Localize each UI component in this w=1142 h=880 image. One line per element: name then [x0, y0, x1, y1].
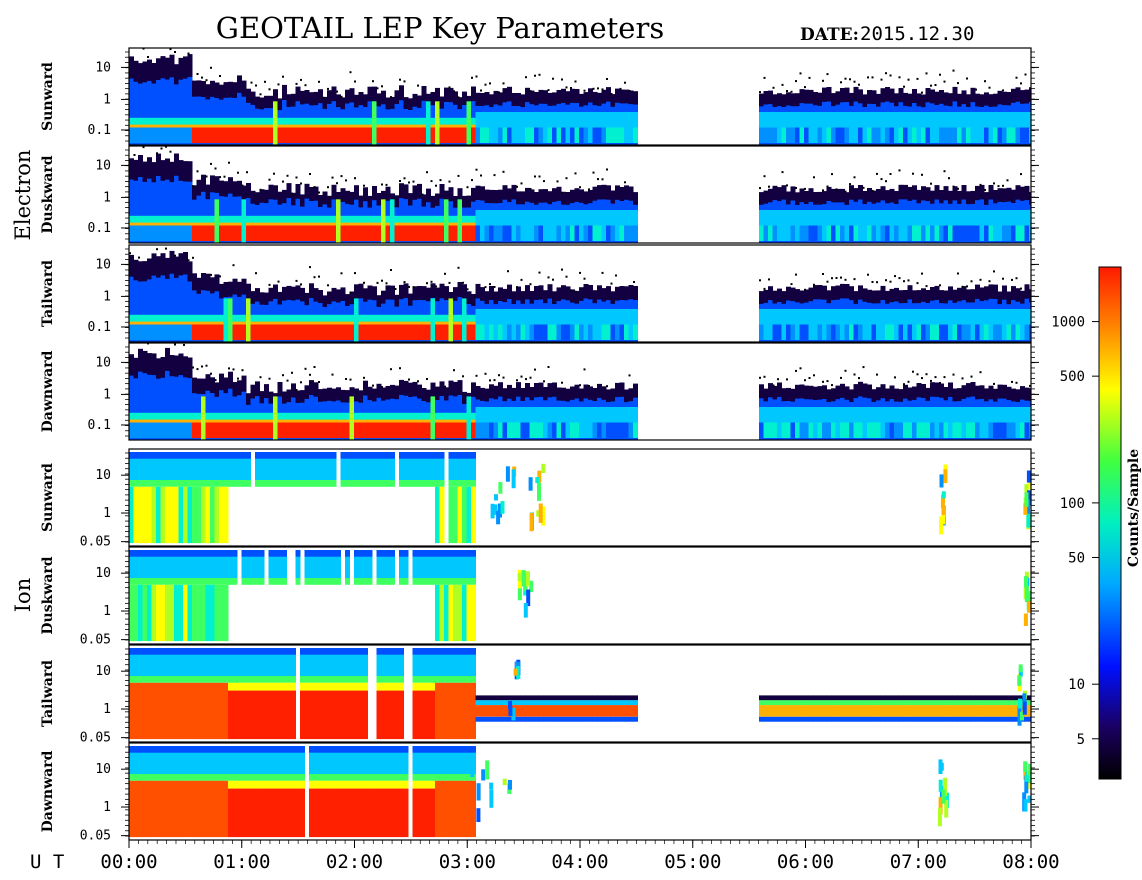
y-tick-label: 0.1	[88, 221, 111, 236]
y-tick-label: 10	[95, 158, 111, 173]
y-tick-label: 1	[103, 289, 111, 304]
colorbar-tick-label: 5	[1077, 732, 1085, 748]
panel-frame	[128, 342, 1032, 441]
spectrogram-image	[129, 648, 1031, 740]
x-tick-label: 06:00	[777, 851, 834, 873]
panel-frame	[128, 47, 1032, 146]
x-tick-label: 08:00	[1002, 851, 1059, 873]
y-tick-label: 1	[103, 506, 111, 521]
panel-label: Sunward	[40, 62, 56, 131]
panel-frame	[128, 644, 1032, 743]
spectrogram-panels: Sunward 10 1 0.1 Duskward 10 1 0.1 Tailward 10 1 0.…	[40, 47, 1039, 844]
panel-label: Dawnward	[40, 750, 56, 832]
y-tick-label: 10	[95, 355, 111, 370]
colorbar-tick-label: 50	[1068, 551, 1085, 567]
spectrogram-image	[129, 247, 1031, 342]
y-tick-label: 10	[95, 468, 111, 483]
panel-frame	[128, 546, 1032, 645]
panel-label: Tailward	[40, 260, 56, 327]
panel-frame	[128, 448, 1032, 547]
panel-label: Duskward	[40, 155, 56, 233]
spectrogram-image	[129, 343, 1031, 440]
panel-ion-sunward: Sunward 10 1 0.05	[40, 448, 1039, 550]
panel-ion-duskward: Duskward 10 1 0.05	[40, 546, 1039, 648]
x-tick-label: 01:00	[213, 851, 270, 873]
panel-frame	[128, 145, 1032, 244]
colorbar-tick-label: 100	[1060, 496, 1085, 512]
y-tick-label: 10	[95, 664, 111, 679]
colorbar-tick-label: 1000	[1051, 315, 1085, 331]
y-tick-label: 10	[95, 566, 111, 581]
y-tick-label: 0.1	[88, 418, 111, 433]
colorbar-label: Counts/Sample	[1126, 449, 1142, 567]
x-tick-label: 03:00	[439, 851, 496, 873]
x-tick-label: 05:00	[664, 851, 721, 873]
spectrogram-image	[129, 48, 1031, 145]
date-value: 2015.12.30	[860, 23, 974, 45]
spectrogram-image	[129, 746, 1031, 838]
panel-frame	[128, 244, 1032, 343]
chart-title: GEOTAIL LEP Key Parameters	[216, 11, 664, 45]
colorbar-gradient	[1098, 266, 1122, 780]
y-tick-label: 0.1	[88, 320, 111, 335]
panel-ion-dawnward: Dawnward 10 1 0.05	[40, 742, 1039, 844]
panel-electron-sunward: Sunward 10 1 0.1	[40, 47, 1039, 146]
colorbar: Counts/Sample 5 10 50 100 500 1000	[1051, 266, 1142, 780]
colorbar-tick-label: 10	[1068, 677, 1085, 693]
y-tick-label: 10	[95, 762, 111, 777]
date-label: DATE:	[800, 25, 859, 45]
time-axis-label: U T	[30, 851, 64, 873]
colorbar-tick-label: 500	[1060, 369, 1085, 385]
panel-electron-dawnward: Dawnward 10 1 0.1	[40, 342, 1039, 441]
spectrogram-image	[129, 146, 1031, 243]
y-tick-label: 0.05	[80, 829, 111, 844]
spectrogram-image	[129, 452, 1031, 544]
ion-group-label: Ion	[11, 578, 35, 612]
panel-label: Dawnward	[40, 350, 56, 432]
y-tick-label: 1	[103, 190, 111, 205]
time-axis: U T 00:00 01:00 02:00 03:00 04:00 05:00 06:00 0…	[30, 840, 1060, 873]
panel-electron-duskward: Duskward 10 1 0.1	[40, 145, 1039, 244]
spectrogram-image	[129, 550, 1031, 642]
y-tick-label: 0.05	[80, 535, 111, 550]
x-tick-label: 02:00	[326, 851, 383, 873]
x-tick-label: 00:00	[100, 851, 157, 873]
y-tick-label: 1	[103, 702, 111, 717]
y-tick-label: 1	[103, 604, 111, 619]
panel-label: Sunward	[40, 463, 56, 532]
panel-label: Tailward	[40, 660, 56, 727]
panel-ion-tailward: Tailward 10 1 0.05	[40, 644, 1039, 746]
y-tick-label: 1	[103, 92, 111, 107]
y-tick-label: 0.1	[88, 123, 111, 138]
panel-label: Duskward	[40, 556, 56, 634]
electron-group-label: Electron	[11, 150, 35, 241]
y-tick-label: 10	[95, 257, 111, 272]
y-tick-label: 1	[103, 387, 111, 402]
y-tick-label: 10	[95, 60, 111, 75]
y-tick-label: 1	[103, 800, 111, 815]
panel-electron-tailward: Tailward 10 1 0.1	[40, 244, 1039, 343]
x-tick-label: 04:00	[551, 851, 608, 873]
y-tick-label: 0.05	[80, 731, 111, 746]
x-tick-label: 07:00	[890, 851, 947, 873]
y-tick-label: 0.05	[80, 633, 111, 648]
